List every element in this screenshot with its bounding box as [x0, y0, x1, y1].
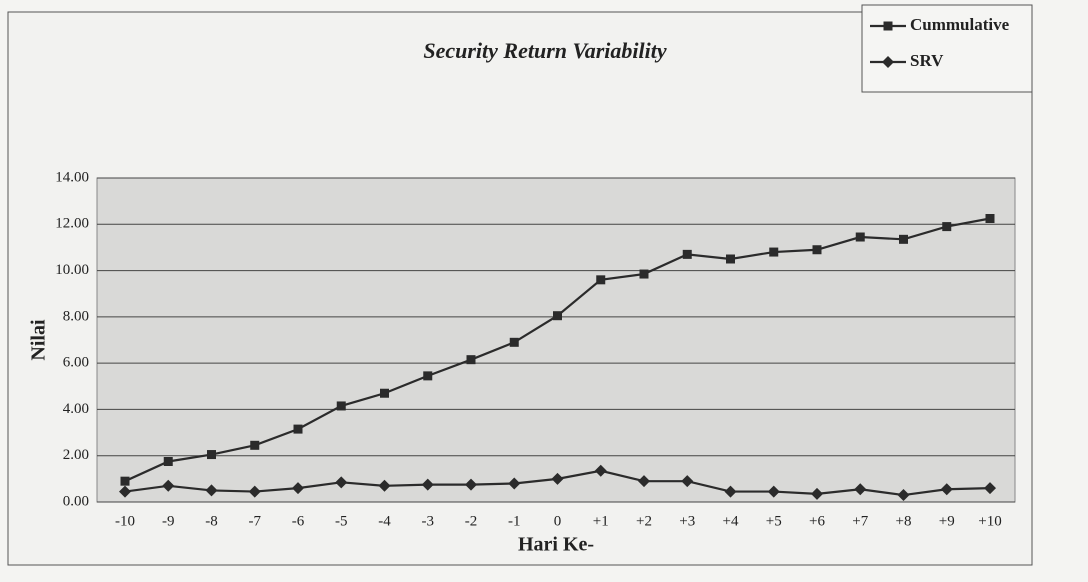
legend-marker	[882, 56, 894, 68]
point-marker	[421, 478, 434, 491]
point-marker	[120, 476, 130, 486]
point-marker	[423, 371, 433, 381]
x-axis-label: Hari Ke-	[518, 534, 594, 556]
point-marker	[205, 484, 218, 497]
point-marker	[508, 477, 521, 490]
point-marker	[681, 475, 694, 488]
point-marker	[248, 485, 261, 498]
point-marker	[942, 222, 952, 232]
legend-marker	[883, 21, 893, 31]
point-marker	[639, 269, 649, 279]
y-tick-label: 10.00	[55, 262, 89, 278]
point-marker	[811, 487, 823, 500]
point-marker	[940, 483, 953, 496]
point-marker	[163, 457, 173, 466]
point-marker	[293, 424, 303, 434]
point-marker	[682, 249, 692, 259]
point-marker	[336, 401, 346, 411]
point-marker	[119, 485, 131, 498]
x-tick-label: 0	[554, 513, 562, 529]
x-tick-label: -5	[335, 513, 348, 529]
point-marker	[767, 485, 780, 498]
x-tick-label: -7	[249, 513, 262, 529]
y-tick-label: 6.00	[63, 355, 89, 371]
x-tick-label: +8	[896, 513, 912, 529]
x-tick-label: -4	[378, 513, 391, 529]
x-tick-label: -3	[422, 513, 435, 529]
plot-area	[96, 177, 1016, 503]
legend-box	[861, 4, 1033, 93]
x-tick-label: +5	[766, 513, 782, 529]
chart-title: Security Return Variability	[423, 38, 666, 63]
point-marker	[724, 485, 737, 498]
point-marker	[812, 245, 822, 255]
point-marker	[380, 388, 389, 398]
point-marker	[335, 476, 348, 489]
point-marker	[250, 440, 260, 450]
x-tick-label: +10	[978, 513, 1001, 529]
point-marker	[596, 275, 606, 285]
point-marker	[985, 214, 995, 223]
point-marker	[726, 254, 735, 264]
x-tick-label: +2	[636, 513, 652, 529]
y-tick-label: 8.00	[63, 308, 89, 324]
point-marker	[855, 232, 865, 242]
point-marker	[854, 483, 867, 496]
legend-label: SRV	[910, 51, 944, 70]
x-tick-label: -6	[292, 513, 305, 529]
point-marker	[207, 450, 216, 460]
legend-label: Cummulative	[910, 15, 1010, 34]
point-marker	[638, 475, 650, 488]
point-marker	[465, 478, 477, 491]
x-tick-label: +4	[723, 513, 739, 529]
y-tick-label: 12.00	[55, 216, 89, 232]
point-marker	[162, 479, 175, 492]
x-tick-label: -1	[508, 513, 521, 529]
x-tick-label: -10	[115, 513, 135, 529]
point-marker	[984, 482, 996, 495]
x-tick-label: -8	[205, 513, 218, 529]
point-marker	[899, 234, 908, 244]
point-marker	[509, 337, 519, 347]
point-marker	[594, 464, 607, 477]
x-tick-label: +9	[939, 513, 955, 529]
point-marker	[551, 472, 564, 485]
point-marker	[553, 311, 562, 321]
x-tick-label: -2	[465, 513, 478, 529]
y-tick-label: 2.00	[63, 447, 89, 463]
y-axis-label: Nilai	[28, 319, 50, 361]
y-tick-label: 0.00	[63, 493, 89, 509]
point-marker	[378, 479, 391, 492]
x-tick-label: +6	[809, 513, 825, 529]
x-tick-label: +3	[679, 513, 695, 529]
point-marker	[897, 489, 910, 502]
point-marker	[466, 355, 476, 365]
x-tick-label: +7	[852, 513, 868, 529]
y-tick-label: 4.00	[63, 401, 89, 417]
point-marker	[292, 482, 304, 495]
x-tick-label: +1	[593, 513, 609, 529]
y-tick-label: 14.00	[55, 169, 89, 185]
x-tick-label: -9	[162, 513, 175, 529]
point-marker	[769, 247, 779, 257]
